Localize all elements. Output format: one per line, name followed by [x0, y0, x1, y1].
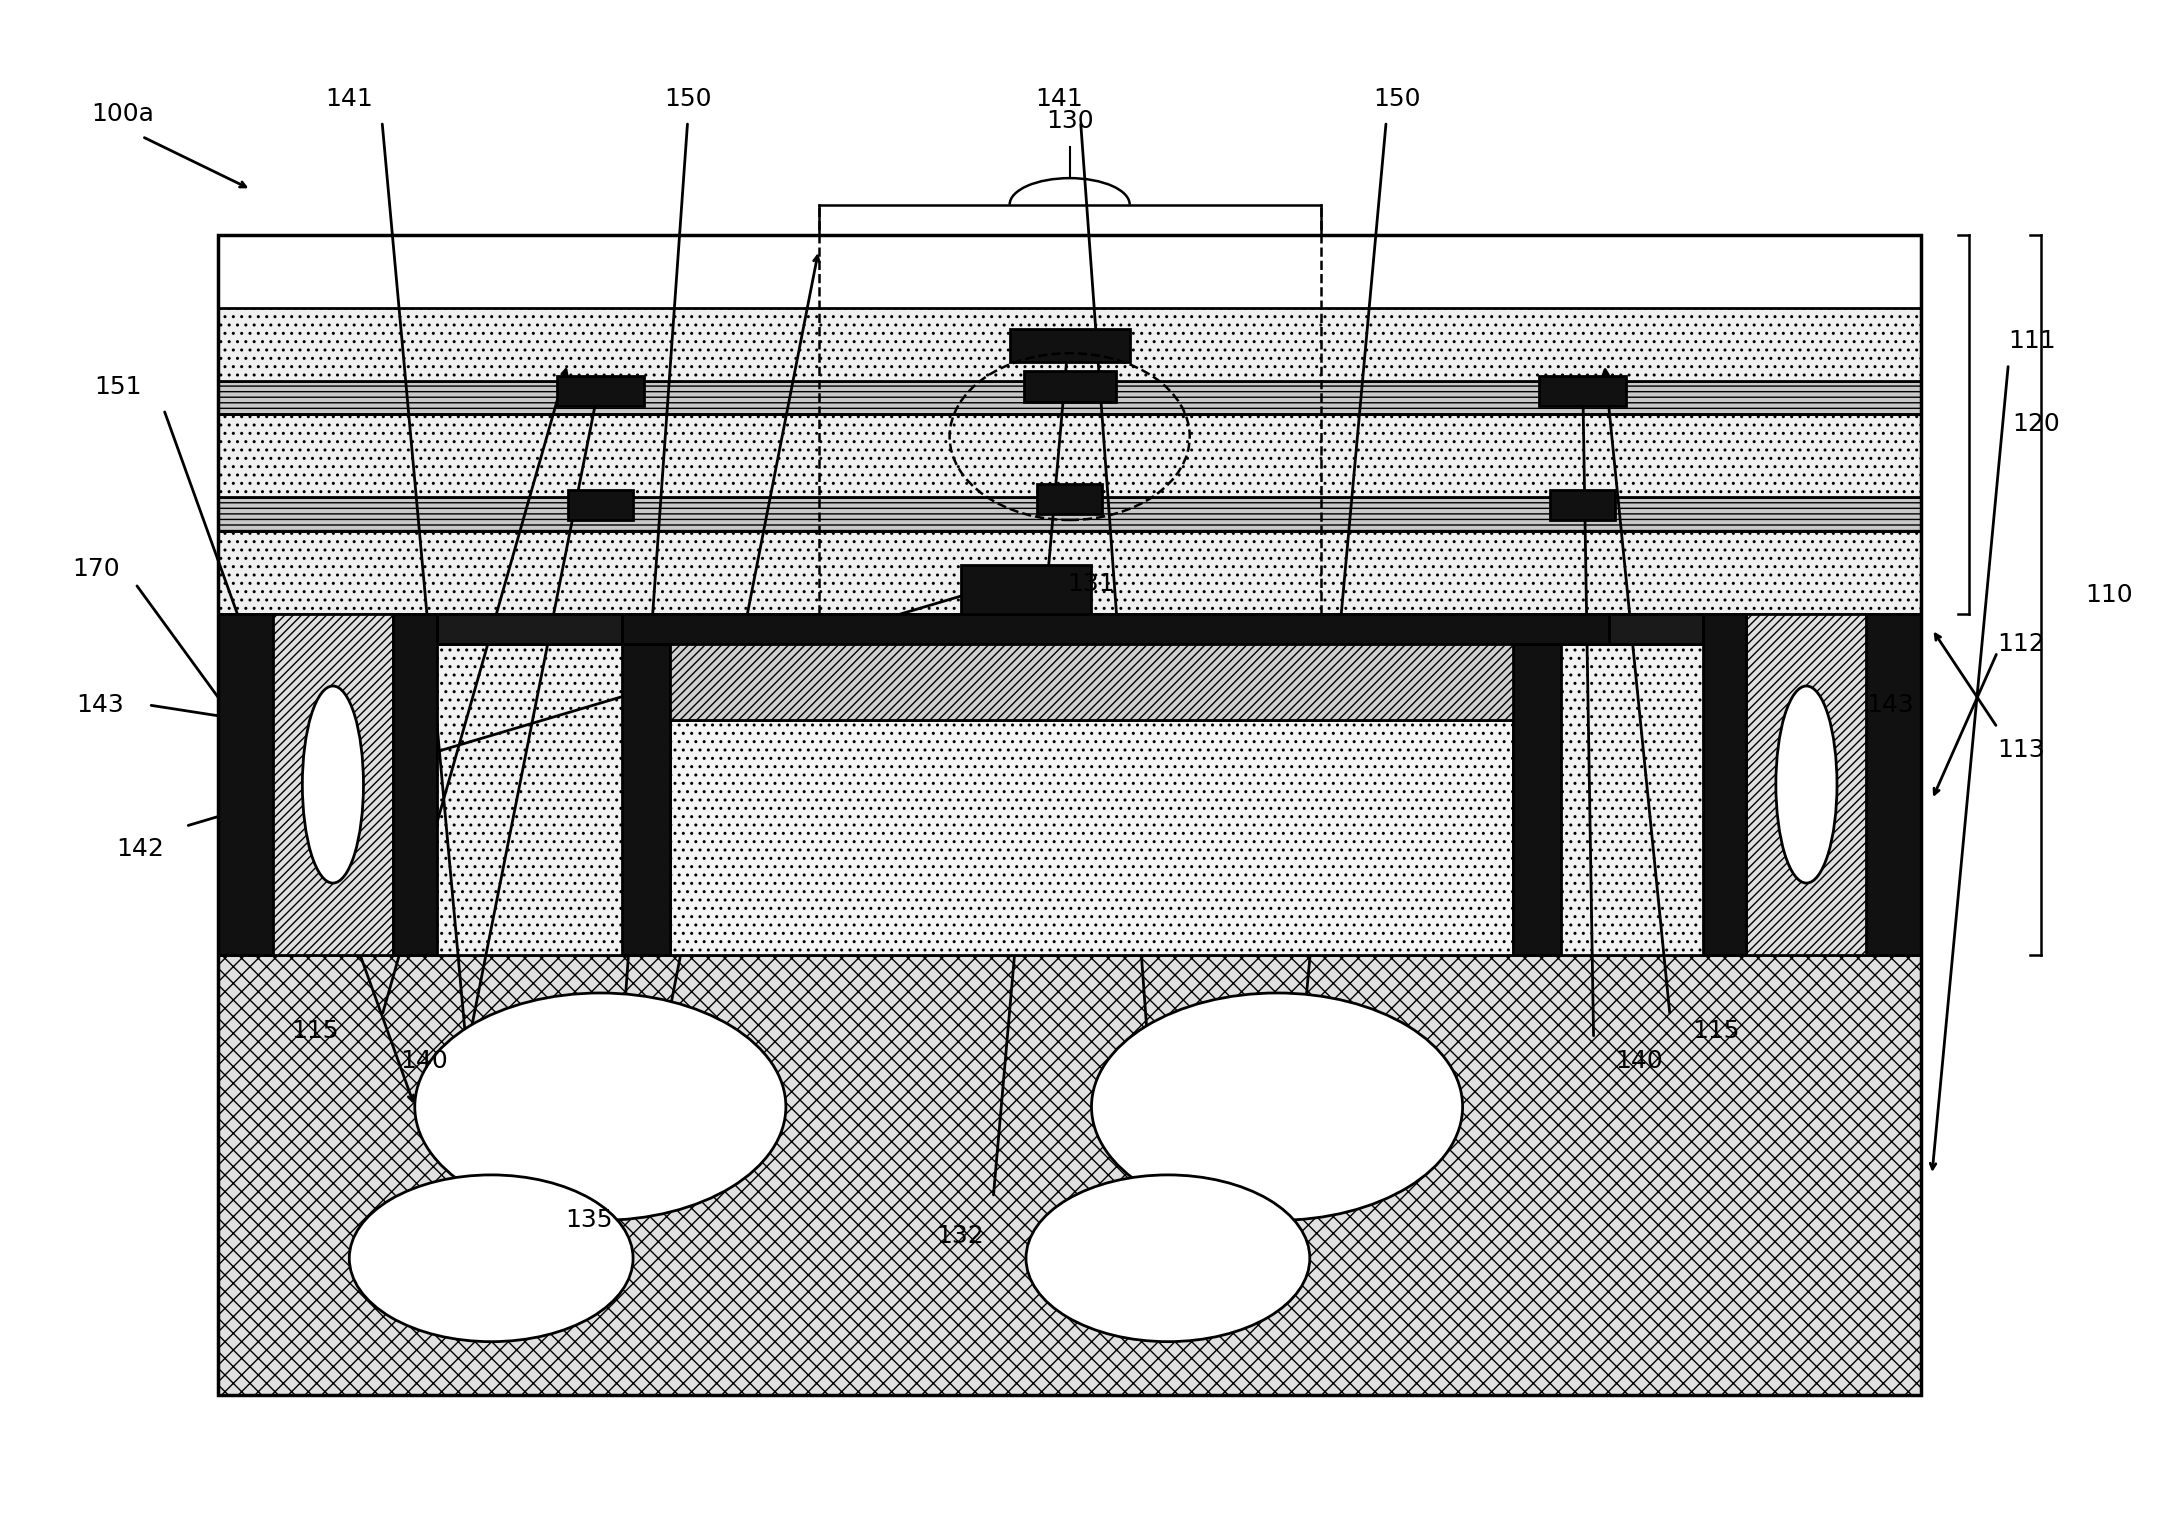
Bar [1009, 329, 1131, 362]
Bar [393, 614, 437, 955]
Bar [622, 614, 1609, 644]
Text: 150: 150 [664, 86, 712, 111]
Text: 131: 131 [1067, 572, 1116, 596]
Text: 143: 143 [76, 693, 124, 717]
Bar [622, 614, 670, 955]
Bar [218, 497, 1921, 531]
Text: 140: 140 [399, 1049, 448, 1073]
Bar [218, 614, 273, 955]
Bar [557, 376, 644, 406]
Ellipse shape [349, 1175, 633, 1342]
Bar [1513, 614, 1561, 955]
Bar [218, 644, 1921, 955]
Text: 151: 151 [94, 374, 142, 399]
Text: 141: 141 [325, 86, 373, 111]
Text: 120: 120 [2013, 412, 2061, 437]
Bar [1550, 490, 1615, 520]
Bar [218, 235, 1921, 1395]
Text: 170: 170 [72, 556, 120, 581]
Text: 142: 142 [116, 837, 164, 861]
Text: 132: 132 [937, 1223, 985, 1248]
Bar [670, 720, 1513, 955]
Text: 112: 112 [1997, 632, 2045, 656]
Bar [218, 414, 1921, 497]
Text: 143: 143 [1866, 693, 1914, 717]
Ellipse shape [1092, 993, 1463, 1220]
Bar [670, 614, 1513, 720]
Bar [1866, 614, 1921, 955]
Ellipse shape [415, 993, 786, 1220]
Bar [568, 490, 633, 520]
Ellipse shape [1026, 1175, 1310, 1342]
Bar [218, 614, 1921, 644]
Bar [1746, 614, 1866, 955]
Text: 140: 140 [1615, 1049, 1663, 1073]
Text: 150: 150 [1373, 86, 1421, 111]
Bar [961, 565, 1092, 614]
Text: 115: 115 [1692, 1019, 1740, 1043]
Bar [218, 381, 1921, 414]
Text: 115: 115 [290, 1019, 338, 1043]
Bar [1539, 376, 1626, 406]
Ellipse shape [301, 685, 362, 882]
Text: 141: 141 [1035, 86, 1083, 111]
Text: 130: 130 [1046, 109, 1094, 133]
Bar [273, 614, 393, 955]
Text: 113: 113 [1997, 738, 2045, 763]
Bar [218, 308, 1921, 381]
Bar [1024, 371, 1116, 402]
Bar [218, 531, 1921, 614]
Text: 111: 111 [2008, 329, 2056, 353]
Bar [218, 955, 1921, 1395]
Ellipse shape [1777, 685, 1838, 882]
Text: 100a: 100a [92, 102, 155, 126]
Bar [1703, 614, 1746, 955]
Text: 110: 110 [2085, 584, 2133, 606]
Bar [1037, 484, 1102, 514]
Text: 135: 135 [565, 1208, 613, 1233]
